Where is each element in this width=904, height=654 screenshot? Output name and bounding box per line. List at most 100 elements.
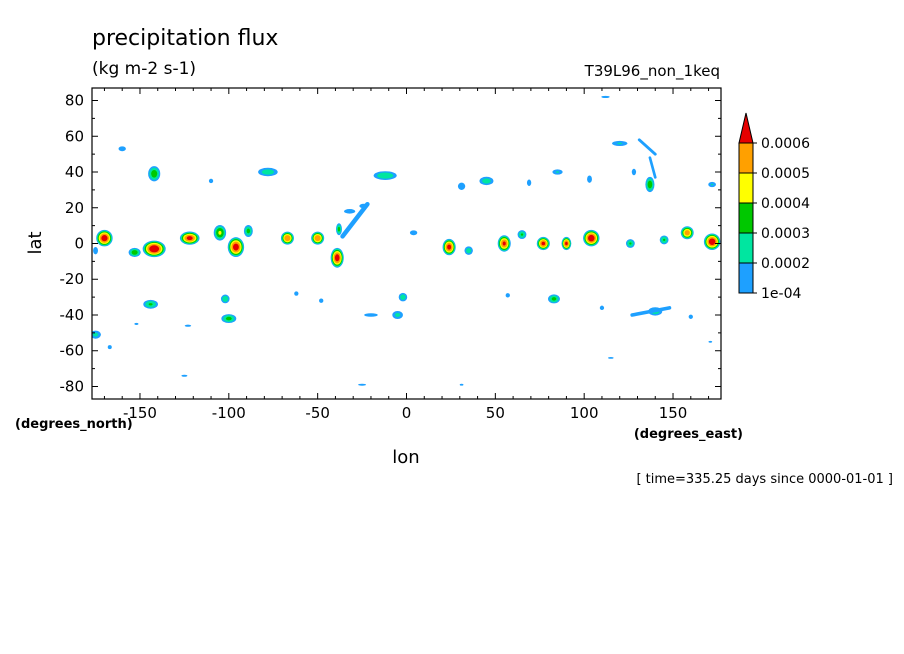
contour-fill — [505, 293, 510, 298]
precip-cell — [608, 356, 614, 359]
contour-fill — [148, 303, 153, 306]
precip-cell — [552, 169, 563, 175]
precip-cell — [336, 223, 342, 236]
x-units-label: (degrees_east) — [634, 427, 743, 442]
precip-cell — [243, 224, 253, 237]
y-tick-label: -60 — [60, 342, 85, 360]
precip-cell — [220, 294, 230, 304]
contour-fill — [459, 383, 464, 386]
x-tick-label: -150 — [123, 404, 157, 422]
precip-streak — [630, 306, 672, 317]
colorbar-label: 0.0002 — [761, 256, 810, 272]
contour-fill — [225, 316, 232, 321]
precip-cell — [319, 298, 324, 303]
contour-fill — [457, 182, 466, 190]
y-tick-label: 20 — [65, 199, 84, 217]
x-tick-label: -50 — [305, 404, 330, 422]
contour-fill — [601, 95, 610, 99]
y-units-label: (degrees_north) — [15, 417, 133, 432]
precip-cell — [364, 313, 378, 317]
contour-fill — [233, 243, 239, 251]
y-tick-label: -80 — [60, 377, 85, 395]
contour-fill — [218, 230, 222, 235]
precip-cell — [258, 167, 278, 177]
contour-fill — [688, 314, 693, 319]
contour-fill — [608, 356, 614, 359]
contour-fill — [222, 295, 229, 302]
precip-cell — [583, 229, 600, 247]
precip-cell — [142, 240, 166, 258]
x-tick-label: 100 — [570, 404, 599, 422]
contour-fill — [631, 168, 637, 176]
contour-fill — [107, 345, 112, 350]
colorbar-label: 0.0003 — [761, 226, 810, 242]
contour-fill — [134, 322, 139, 325]
colorbar-label: 0.0004 — [761, 196, 810, 212]
precip-cell — [505, 293, 510, 298]
contour-fill — [447, 244, 452, 250]
precip-cell — [612, 140, 628, 146]
precip-cell — [96, 229, 113, 247]
contour-fill — [246, 228, 251, 234]
precip-cell — [373, 171, 397, 180]
contour-fill — [337, 226, 341, 232]
precip-cell — [213, 224, 227, 241]
contour-fill — [502, 241, 506, 246]
precip-cell — [330, 247, 344, 268]
contour-fill — [118, 146, 126, 152]
y-tick-label: 60 — [65, 127, 84, 145]
precip-cell — [548, 294, 560, 304]
contour-fill — [377, 172, 394, 179]
precip-cell — [184, 324, 192, 327]
precip-cell — [221, 314, 237, 324]
precip-cell — [148, 166, 161, 182]
contour-fill — [710, 183, 714, 186]
contour-fill — [565, 241, 568, 246]
precip-cell — [311, 231, 325, 245]
precip-cell — [625, 239, 635, 248]
precip-cell — [497, 235, 511, 252]
colorbar-swatch — [738, 142, 754, 174]
precip-cell — [526, 179, 532, 186]
colorbar-triangle — [738, 112, 754, 144]
precip-cell — [631, 168, 637, 176]
time-label: [ time=335.25 days since 0000-01-01 ] — [636, 472, 893, 487]
colorbar-swatch — [738, 232, 754, 264]
precip-cell — [645, 176, 655, 193]
precip-cell — [128, 247, 141, 258]
precip-cell — [358, 383, 367, 386]
precip-cell — [464, 246, 473, 255]
x-axis-label: lon — [392, 447, 419, 468]
precip-cell — [659, 235, 669, 245]
contour-fill — [684, 230, 690, 236]
precip-streak — [637, 138, 657, 156]
precip-cell — [181, 374, 188, 377]
contour-fill — [647, 180, 653, 189]
contour-fill — [186, 236, 193, 241]
contour-fill — [708, 340, 713, 343]
contour-fill — [314, 235, 321, 242]
contour-fill — [181, 374, 188, 377]
precip-cell — [227, 237, 245, 257]
contour-fill — [409, 230, 418, 236]
contour-fill — [364, 313, 378, 317]
contour-fill — [343, 209, 356, 214]
contour-fill — [526, 179, 532, 186]
precip-cell — [599, 305, 605, 311]
y-tick-label: -20 — [60, 270, 85, 288]
contour-fill — [400, 294, 406, 300]
contour-fill — [520, 233, 524, 236]
contour-fill — [131, 250, 138, 255]
precip-cell — [280, 231, 294, 245]
precip-cell — [680, 226, 694, 240]
y-tick-labels: 80 60 40 20 0 -20 -40 -60 -80 — [60, 92, 85, 396]
precip-cell — [398, 292, 408, 302]
contour-fill — [588, 234, 595, 242]
contour-fill — [551, 297, 557, 301]
precip-cell — [587, 175, 592, 183]
precip-cell — [708, 340, 713, 343]
contour-fill — [284, 235, 291, 242]
colorbar-swatch — [738, 202, 754, 234]
precip-cell — [517, 230, 527, 239]
